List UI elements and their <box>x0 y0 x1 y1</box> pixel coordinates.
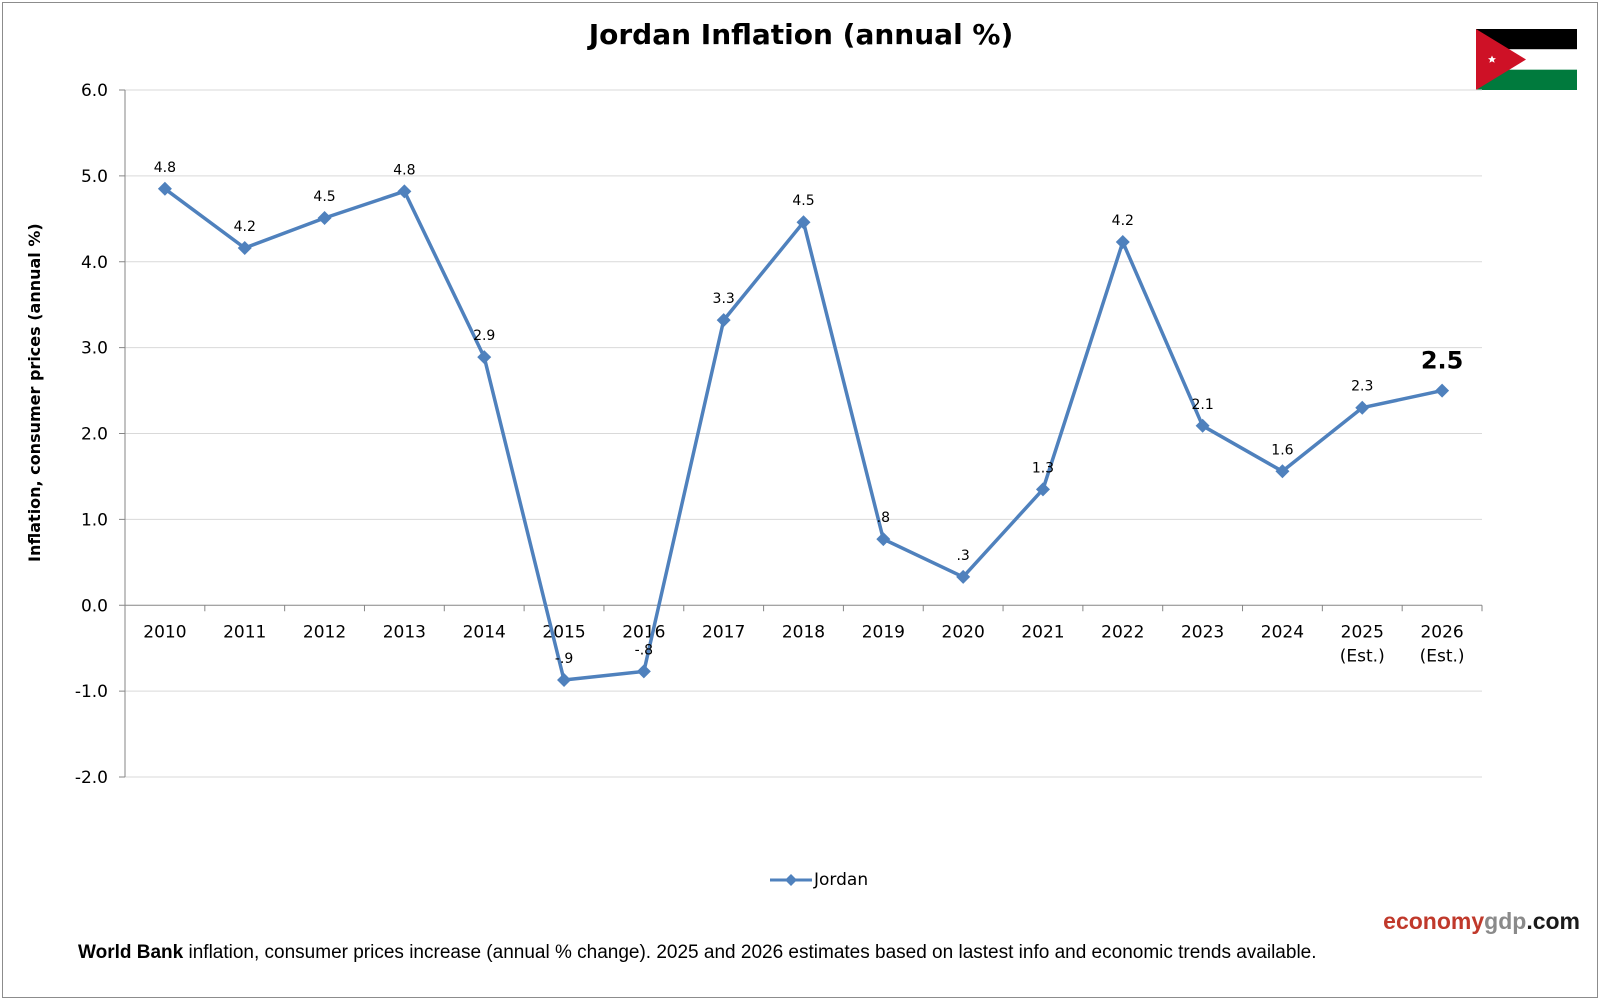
data-label: 4.2 <box>234 219 256 235</box>
data-point-marker <box>1115 234 1130 249</box>
footnote-source: World Bank <box>78 942 184 963</box>
data-point-marker <box>1275 464 1290 479</box>
brand-watermark: economygdp.com <box>1383 908 1580 935</box>
data-label: 1.6 <box>1271 442 1293 458</box>
y-tick-label: 2.0 <box>81 425 108 445</box>
x-tick-label: 2014 <box>463 622 506 642</box>
x-tick-label: 2025 <box>1341 622 1384 642</box>
data-point-marker <box>397 184 412 199</box>
y-tick-label: 0.0 <box>81 596 108 616</box>
data-label: 4.8 <box>393 162 415 178</box>
data-label: 2.3 <box>1351 379 1373 395</box>
x-tick-label: 2017 <box>702 622 745 642</box>
data-point-marker <box>1355 400 1370 415</box>
x-tick-label: 2019 <box>862 622 905 642</box>
data-point-marker <box>876 532 891 547</box>
x-tick-label: 2022 <box>1101 622 1144 642</box>
x-tick-label: 2013 <box>383 622 426 642</box>
x-tick-label: (Est.) <box>1420 646 1465 666</box>
y-tick-label: 5.0 <box>81 167 108 187</box>
data-point-marker <box>716 313 731 328</box>
brand-part-1: economy <box>1383 908 1485 934</box>
y-tick-label: -1.0 <box>75 682 108 702</box>
x-tick-label: 2016 <box>622 622 665 642</box>
data-label: 2.1 <box>1191 397 1213 413</box>
legend-marker-icon <box>770 874 812 886</box>
x-tick-label: 2023 <box>1181 622 1224 642</box>
legend-label: Jordan <box>814 870 869 890</box>
brand-part-3: .com <box>1526 908 1580 934</box>
chart-title: Jordan Inflation (annual %) <box>588 18 1014 51</box>
y-tick-label: -2.0 <box>75 768 108 788</box>
brand-part-2: gdp <box>1484 908 1527 934</box>
data-label: .8 <box>877 510 890 526</box>
y-tick-label: 6.0 <box>81 81 108 101</box>
data-point-marker <box>157 181 172 196</box>
data-label: .3 <box>956 548 969 564</box>
data-point-marker <box>1435 383 1450 398</box>
data-label: 1.3 <box>1032 460 1054 476</box>
x-tick-label: 2012 <box>303 622 346 642</box>
data-point-marker <box>477 350 492 365</box>
y-tick-label: 3.0 <box>81 339 108 359</box>
x-tick-label: 2010 <box>143 622 186 642</box>
data-label: 2.9 <box>473 328 495 344</box>
x-tick-label: (Est.) <box>1340 646 1385 666</box>
legend: Jordan <box>770 868 868 892</box>
x-tick-label: 2018 <box>782 622 825 642</box>
data-label: -.9 <box>555 651 573 667</box>
data-label: 2.5 <box>1421 347 1464 375</box>
x-tick-label: 2020 <box>942 622 985 642</box>
data-point-marker <box>1035 482 1050 497</box>
data-label: 4.5 <box>313 189 335 205</box>
series-line <box>163 187 1443 682</box>
y-tick-label: 1.0 <box>81 510 108 530</box>
data-point-marker <box>636 664 651 679</box>
data-label: 4.2 <box>1112 213 1134 229</box>
footnote: World Bank inflation, consumer prices in… <box>78 942 1317 964</box>
x-tick-label: 2024 <box>1261 622 1304 642</box>
data-point-marker <box>796 215 811 230</box>
data-label: 4.8 <box>154 160 176 176</box>
data-label: 4.5 <box>792 193 814 209</box>
jordan-flag-icon <box>1476 29 1577 90</box>
data-point-marker <box>557 672 572 687</box>
data-label: -.8 <box>635 642 653 658</box>
footnote-text: inflation, consumer prices increase (ann… <box>183 942 1317 963</box>
data-point-marker <box>956 569 971 584</box>
y-tick-label: 4.0 <box>81 253 108 273</box>
data-label: 3.3 <box>713 291 735 307</box>
x-tick-label: 2011 <box>223 622 266 642</box>
x-tick-label: 2021 <box>1021 622 1064 642</box>
data-point-marker <box>317 210 332 225</box>
data-point-marker <box>237 241 252 256</box>
y-axis-title: Inflation, consumer prices (annual %) <box>25 223 44 562</box>
data-point-marker <box>1195 418 1210 433</box>
x-tick-label: 2026 <box>1420 622 1463 642</box>
